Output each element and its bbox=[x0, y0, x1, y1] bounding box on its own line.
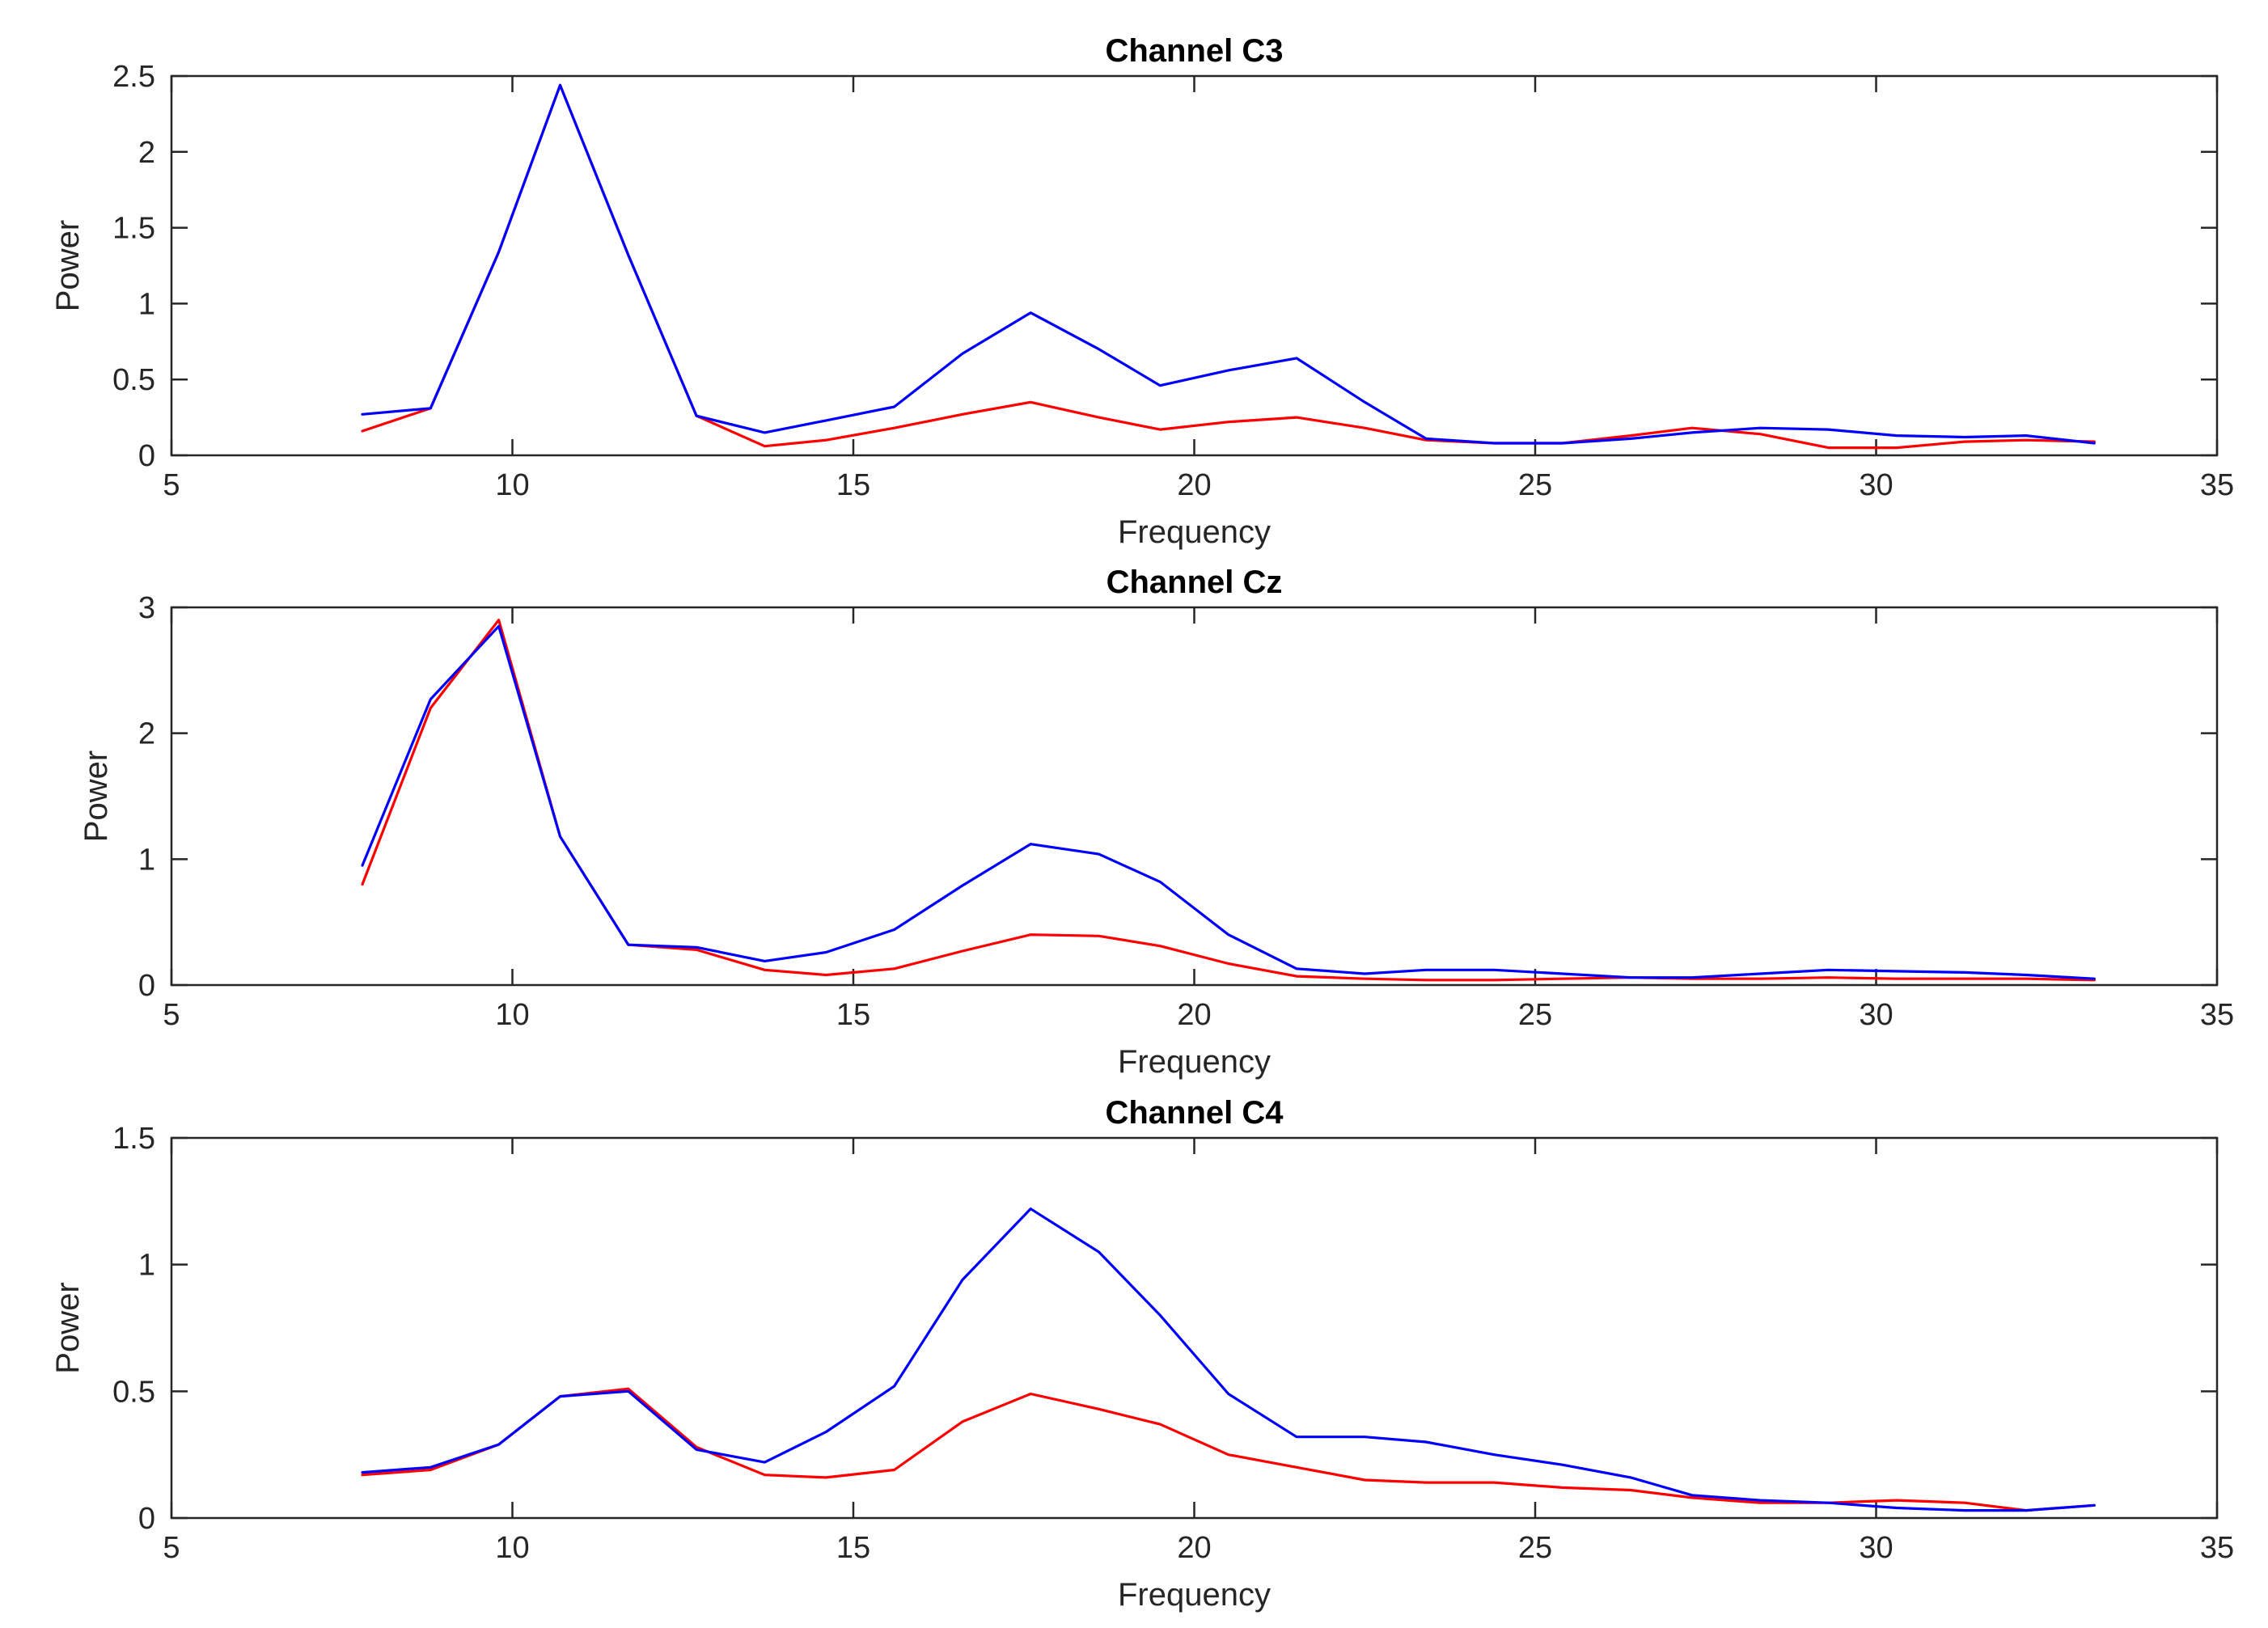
x-axis-label: Frequency bbox=[1118, 1044, 1271, 1080]
x-tick-label: 35 bbox=[2200, 1531, 2234, 1565]
series-line-red bbox=[361, 83, 2096, 450]
series-line-blue bbox=[361, 624, 2096, 980]
chart-1: 5 10 15 20 25 30 35 0 0.5 1 1.5 2 2.5 Channel C3 Frequ… bbox=[50, 33, 2234, 550]
chart-3: 5 10 15 20 25 30 35 0 0.5 1 1.5 Channel C4 Frequency… bbox=[50, 1095, 2234, 1613]
x-tick-label: 10 bbox=[495, 1531, 529, 1565]
series-line-blue bbox=[361, 1207, 2096, 1512]
x-tick-label: 10 bbox=[495, 998, 529, 1032]
x-tick-label: 25 bbox=[1518, 1531, 1552, 1565]
axes-frame bbox=[170, 74, 2219, 457]
x-tick-label: 5 bbox=[163, 1531, 180, 1565]
y-tick-label: 0 bbox=[138, 439, 155, 473]
x-tick-label: 25 bbox=[1518, 468, 1552, 502]
y-tick-label: 1 bbox=[138, 843, 155, 877]
y-tick-label: 2 bbox=[138, 717, 155, 751]
y-tick-label: 0.5 bbox=[112, 1375, 155, 1409]
chart-2: 5 10 15 20 25 30 35 0 1 2 3 Channel Cz Frequency Powe… bbox=[78, 565, 2234, 1080]
chart-title: Channel C4 bbox=[1105, 1095, 1284, 1131]
x-tick-label: 15 bbox=[836, 1531, 870, 1565]
x-tick-label: 35 bbox=[2200, 468, 2234, 502]
x-tick-label: 25 bbox=[1518, 998, 1552, 1032]
y-axis-label: Power bbox=[50, 220, 86, 311]
y-tick-label: 1.5 bbox=[112, 212, 155, 246]
x-tick-label: 10 bbox=[495, 468, 529, 502]
x-axis-label: Frequency bbox=[1118, 1577, 1271, 1613]
x-tick-label: 35 bbox=[2200, 998, 2234, 1032]
x-tick-label: 15 bbox=[836, 998, 870, 1032]
y-axis-label: Power bbox=[78, 751, 114, 842]
y-tick-label: 0 bbox=[138, 1502, 155, 1536]
chart-title: Channel Cz bbox=[1106, 565, 1283, 600]
x-tick-label: 5 bbox=[163, 468, 180, 502]
y-tick-label: 0.5 bbox=[112, 363, 155, 397]
axes-frame bbox=[170, 1136, 2219, 1520]
x-tick-label: 5 bbox=[163, 998, 180, 1032]
y-tick-label: 0 bbox=[138, 969, 155, 1003]
series-line-blue bbox=[361, 83, 2096, 445]
y-tick-label: 2.5 bbox=[112, 60, 155, 94]
y-tick-label: 1.5 bbox=[112, 1122, 155, 1156]
x-tick-label: 20 bbox=[1177, 1531, 1211, 1565]
x-tick-label: 30 bbox=[1859, 1531, 1893, 1565]
x-axis-label: Frequency bbox=[1118, 514, 1271, 550]
chart-title: Channel C3 bbox=[1105, 33, 1283, 69]
y-tick-label: 1 bbox=[138, 1249, 155, 1283]
x-tick-label: 15 bbox=[836, 468, 870, 502]
y-tick-label: 2 bbox=[138, 136, 155, 170]
x-tick-label: 30 bbox=[1859, 998, 1893, 1032]
x-tick-label: 30 bbox=[1859, 468, 1893, 502]
y-axis-label: Power bbox=[50, 1282, 86, 1373]
x-tick-label: 20 bbox=[1177, 468, 1211, 502]
y-tick-label: 1 bbox=[138, 287, 155, 321]
y-tick-label: 3 bbox=[138, 591, 155, 625]
series-line-red bbox=[361, 1387, 2096, 1512]
series-line-red bbox=[361, 618, 2096, 982]
axes-frame bbox=[170, 606, 2219, 987]
x-tick-label: 20 bbox=[1177, 998, 1211, 1032]
